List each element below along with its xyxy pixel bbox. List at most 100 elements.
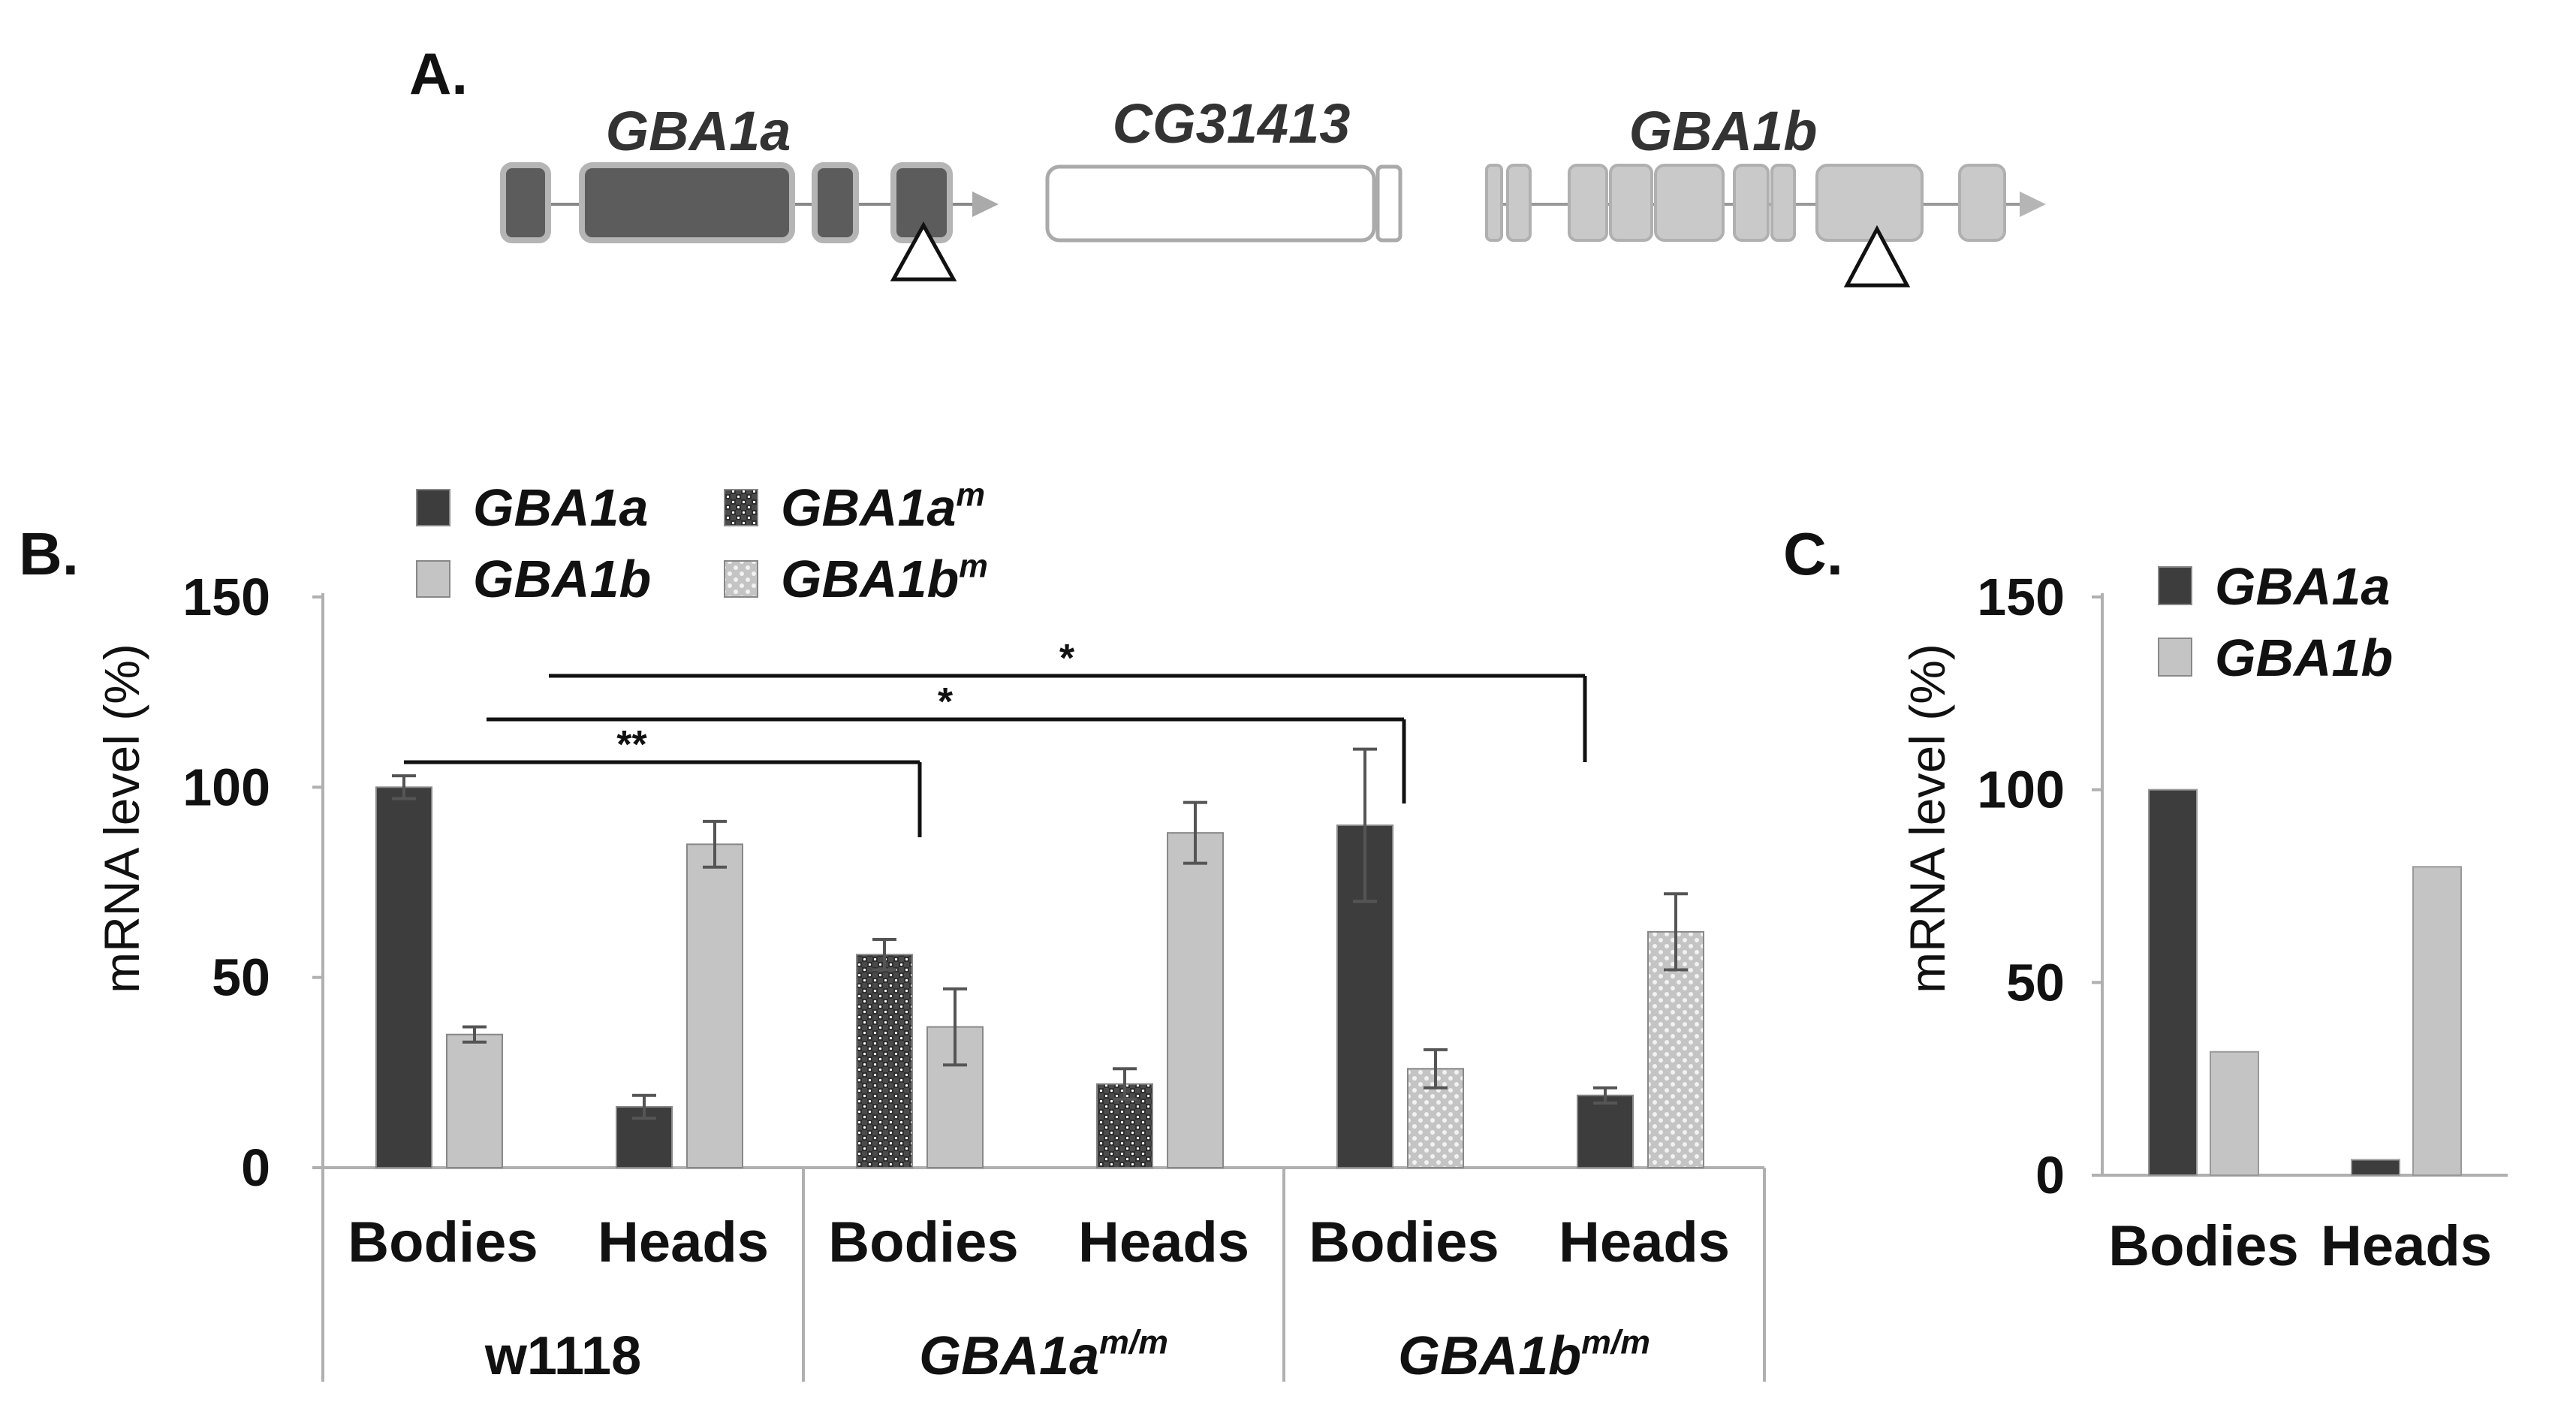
gene-label-gba1b: GBA1b [1629, 100, 1818, 162]
bar [2210, 1051, 2259, 1176]
category-label: Bodies [2108, 1214, 2298, 1278]
legend-label-text: GBA1a [473, 478, 648, 537]
bar [1167, 832, 1224, 1168]
gba1b-direction-arrow [2020, 191, 2046, 217]
gba1b-gene-model [1485, 164, 2046, 288]
significance-marker: * [1059, 637, 1075, 680]
legend-label-text: GBA1b [781, 550, 959, 608]
gba1b-insertion-triangle [1843, 225, 1911, 288]
panel-b-y-axis-label: mRNA level (%) [94, 644, 149, 993]
panel-c-y-axis-label: mRNA level (%) [1900, 644, 1955, 993]
bar [375, 786, 432, 1169]
gba1b-exon [1815, 164, 1924, 242]
gba1a-exon [579, 162, 795, 243]
panel-b-label: B. [19, 520, 79, 587]
y-tick-label: 0 [2035, 1146, 2065, 1204]
y-tick-label: 100 [182, 758, 270, 816]
legend-label-text: GBA1a [781, 478, 956, 537]
gba1a-insertion-triangle [890, 221, 957, 282]
y-tick-label: 50 [2006, 953, 2065, 1011]
significance-marker: ** [616, 723, 647, 767]
legend-label: GBA1am [781, 477, 985, 537]
legend-label: GBA1bm [781, 548, 988, 608]
legend-swatch [724, 560, 758, 598]
category-label: Heads [1078, 1210, 1249, 1274]
gba1b-exon [1770, 164, 1796, 242]
category-label: Bodies [1309, 1210, 1499, 1274]
legend-swatch [416, 489, 450, 526]
y-tick-label: 150 [182, 568, 270, 626]
legend-label-text: GBA1a [2215, 557, 2390, 616]
category-label: Heads [2321, 1214, 2492, 1278]
bar [2351, 1159, 2400, 1177]
panel-c-y-ticks: 0 50 100 150 [1977, 568, 2102, 1204]
bar [856, 954, 913, 1169]
legend-label: GBA1b [473, 550, 651, 608]
panel-b-group-labels: w1118 GBA1am/m GBA1bm/m [484, 1325, 1650, 1386]
legend-label: GBA1a [473, 478, 648, 537]
legend-label: GBA1b [2215, 629, 2393, 687]
y-tick-label: 50 [212, 948, 270, 1007]
group-label-text: w1118 [484, 1326, 641, 1386]
legend-swatch [416, 560, 450, 598]
gba1a-direction-arrow [972, 191, 999, 217]
gene-label-cg31413: CG31413 [1113, 92, 1351, 155]
category-label: Bodies [348, 1210, 538, 1274]
gba1b-exon [1609, 164, 1653, 242]
category-label: Heads [1559, 1210, 1730, 1274]
y-tick-label: 150 [1977, 568, 2065, 626]
gba1b-exon [1654, 164, 1725, 242]
bar [2412, 866, 2462, 1177]
panel-c-bars [2148, 788, 2462, 1177]
gba1a-exon [500, 162, 551, 243]
bar [1577, 1094, 1634, 1168]
cg31413-exon [1375, 164, 1402, 243]
gba1b-exon [1958, 164, 2006, 242]
gba1b-exon [1485, 164, 1503, 242]
group-label: GBA1bm/m [1398, 1325, 1650, 1386]
gba1a-exon [812, 162, 859, 243]
panel-b-y-ticks: 0 50 100 150 [182, 568, 323, 1197]
group-label-text: GBA1b [1398, 1326, 1581, 1386]
y-tick-label: 100 [1977, 761, 2065, 819]
group-label-text: GBA1a [919, 1326, 1099, 1386]
legend-label-text: GBA1b [2215, 629, 2393, 687]
panel-c-category-labels: Bodies Heads [2108, 1214, 2492, 1278]
panel-b-bars [375, 747, 1704, 1169]
legend-label-superscript: m [956, 477, 985, 513]
panel-b-axes [321, 593, 1766, 1382]
panel-a-label: A. [409, 41, 468, 107]
gba1a-gene-model [500, 162, 999, 282]
category-label: Bodies [828, 1210, 1018, 1274]
legend-swatch [724, 489, 758, 526]
gba1b-exon [1568, 164, 1608, 242]
bar [446, 1033, 503, 1168]
legend-label-superscript: m [959, 548, 988, 584]
cg31413-exon [1045, 164, 1376, 243]
gene-label-gba1a: GBA1a [606, 100, 791, 162]
gene-structure-panel: A. GBA1a CG31413 GBA1b [409, 41, 2046, 288]
cg31413-gene-model [1045, 164, 1402, 243]
bar [2148, 788, 2198, 1176]
panel-c-legend: GBA1a GBA1b [2158, 557, 2393, 687]
y-tick-label: 0 [241, 1138, 270, 1197]
panel-b-category-labels: Bodies Heads Bodies Heads Bodies Heads [348, 1210, 1730, 1274]
group-label-superscript: m/m [1099, 1325, 1168, 1361]
chart-panel-c: C. mRNA level (%) GBA1a GBA1b 0 50 100 150 B… [1783, 520, 2508, 1278]
group-label: GBA1am/m [919, 1325, 1168, 1386]
legend-label-text: GBA1b [473, 550, 651, 608]
legend-label: GBA1a [2215, 557, 2390, 616]
panel-b-significance-brackets: **** [404, 637, 1587, 837]
group-label: w1118 [484, 1326, 641, 1386]
legend-swatch [2158, 566, 2192, 605]
bar [686, 843, 743, 1169]
category-label: Heads [598, 1210, 769, 1274]
gba1b-exon [1506, 164, 1532, 242]
panel-c-label: C. [1783, 520, 1843, 587]
gba1b-exon [1733, 164, 1770, 242]
significance-marker: * [938, 680, 954, 724]
legend-swatch [2158, 638, 2192, 677]
